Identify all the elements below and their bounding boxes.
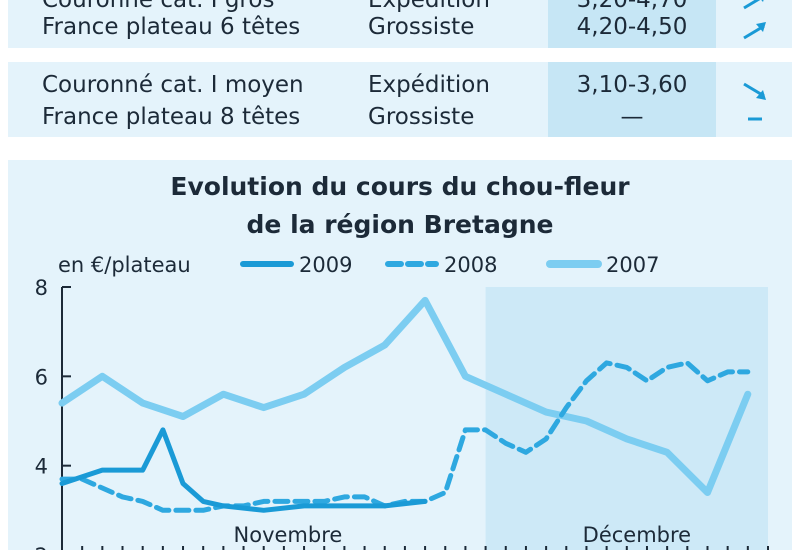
legend-label-2009: 2009 [299,253,352,277]
product-name: Couronné cat. I moyen [42,72,304,98]
legend-label-2007: 2007 [606,253,659,277]
market-stage: Expédition [368,72,490,98]
legend-label-2008: 2008 [444,253,497,277]
price-range: 4,20-4,50 [576,14,688,40]
series-line-2007 [58,296,752,496]
market-stage: Grossiste [368,14,475,40]
series-line-2009 [59,427,428,513]
price-range: 3,20-4,70 [576,0,688,13]
price-range: — [620,104,644,130]
market-stage: Expédition [368,0,490,13]
chart-title-line1: Evolution du cours du chou-fleur [170,172,630,201]
trend-up-icon [743,0,764,10]
product-packaging: France plateau 8 têtes [42,104,301,130]
chart-title-line2: de la région Bretagne [246,210,554,239]
trend-up-icon [743,22,766,40]
trend-stable-icon [748,117,762,121]
period-label: Décembre [583,523,691,547]
market-stage: Grossiste [368,104,475,130]
december-band [485,287,768,550]
product-name: Couronné cat. I gros [42,0,275,13]
trend-down-icon [743,82,766,100]
row-divider [8,48,792,62]
y-tick-label: 6 [35,365,48,389]
y-tick-label: 8 [35,276,48,300]
y-tick-label: 2 [35,544,48,550]
price-column [548,0,716,137]
product-packaging: France plateau 6 têtes [42,14,301,40]
y-tick-label: 4 [35,455,48,479]
y-axis-unit-label: en €/plateau [58,253,191,277]
period-label: Novembre [234,523,343,547]
price-range: 3,10-3,60 [576,72,688,98]
